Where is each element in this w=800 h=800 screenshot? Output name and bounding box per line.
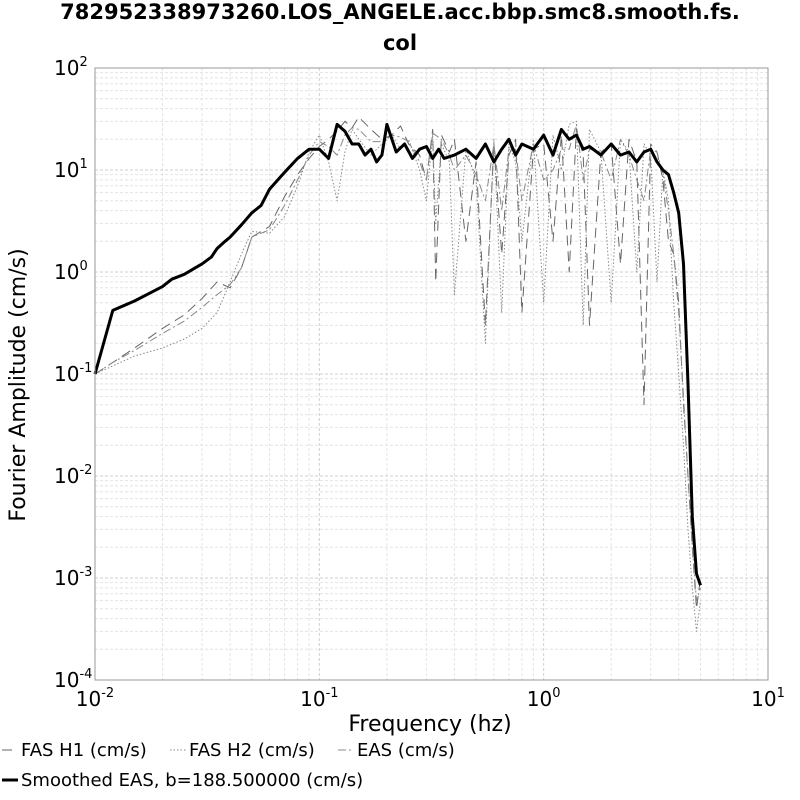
series-layer <box>93 116 702 632</box>
x-tick-base: 10 <box>300 687 325 711</box>
x-tick-label: 10-1 <box>300 686 338 711</box>
y-tick-exponent: 2 <box>79 55 87 70</box>
y-tick-label: 10-1 <box>54 361 92 386</box>
x-tick-label: 100 <box>527 686 561 711</box>
x-tick-label: 10-2 <box>76 686 114 711</box>
y-tick-label: 100 <box>54 259 88 284</box>
y-tick-base: 10 <box>54 566 79 590</box>
y-tick-label: 10-2 <box>54 463 92 488</box>
chart-title-line2: col <box>383 31 417 55</box>
y-tick-exponent: -4 <box>79 667 92 682</box>
legend-label: FAS H2 (cm/s) <box>189 740 315 761</box>
y-tick-base: 10 <box>54 464 79 488</box>
y-tick-base: 10 <box>54 260 79 284</box>
series-line-dotted <box>94 120 701 632</box>
y-tick-label: 10-3 <box>54 565 92 590</box>
x-tick-exponent: -1 <box>326 686 339 701</box>
x-tick-exponent: 0 <box>552 686 560 701</box>
x-tick-base: 10 <box>751 687 776 711</box>
y-tick-exponent: -2 <box>79 463 92 478</box>
y-tick-exponent: 0 <box>79 259 87 274</box>
y-tick-exponent: -3 <box>79 565 92 580</box>
legend-label: FAS H1 (cm/s) <box>21 740 147 761</box>
y-tick-base: 10 <box>54 158 79 182</box>
plot-frame <box>94 67 769 681</box>
y-tick-exponent: -1 <box>79 361 92 376</box>
y-axis-label: Fourier Amplitude (cm/s) <box>6 248 31 521</box>
chart-title-line1: 782952338973260.LOS_ANGELE.acc.bbp.smc8.… <box>60 0 740 24</box>
y-tick-base: 10 <box>54 668 79 692</box>
x-tick-exponent: 1 <box>777 686 785 701</box>
x-tick-base: 10 <box>527 687 552 711</box>
legend-label: EAS (cm/s) <box>357 740 455 761</box>
y-tick-base: 10 <box>54 362 79 386</box>
series-line-solid <box>93 122 702 586</box>
x-tick-labels: 10-2 10-1 100 101 <box>76 686 785 711</box>
series-line-dashdot <box>94 123 701 602</box>
x-tick-base: 10 <box>76 687 101 711</box>
legend: FAS H1 (cm/s) FAS H2 (cm/s) EAS (cm/s) Smoo… <box>2 740 455 791</box>
y-tick-label: 10-4 <box>54 667 92 692</box>
y-tick-base: 10 <box>54 56 79 80</box>
y-tick-exponent: 1 <box>79 157 87 172</box>
x-tick-label: 101 <box>751 686 785 711</box>
series-line-dashed <box>94 116 701 610</box>
x-axis-label: Frequency (hz) <box>348 712 511 737</box>
y-tick-label: 102 <box>54 55 88 80</box>
x-tick-exponent: -2 <box>101 686 114 701</box>
legend-label: Smoothed EAS, b=188.500000 (cm/s) <box>21 770 363 791</box>
y-tick-label: 101 <box>54 157 88 182</box>
